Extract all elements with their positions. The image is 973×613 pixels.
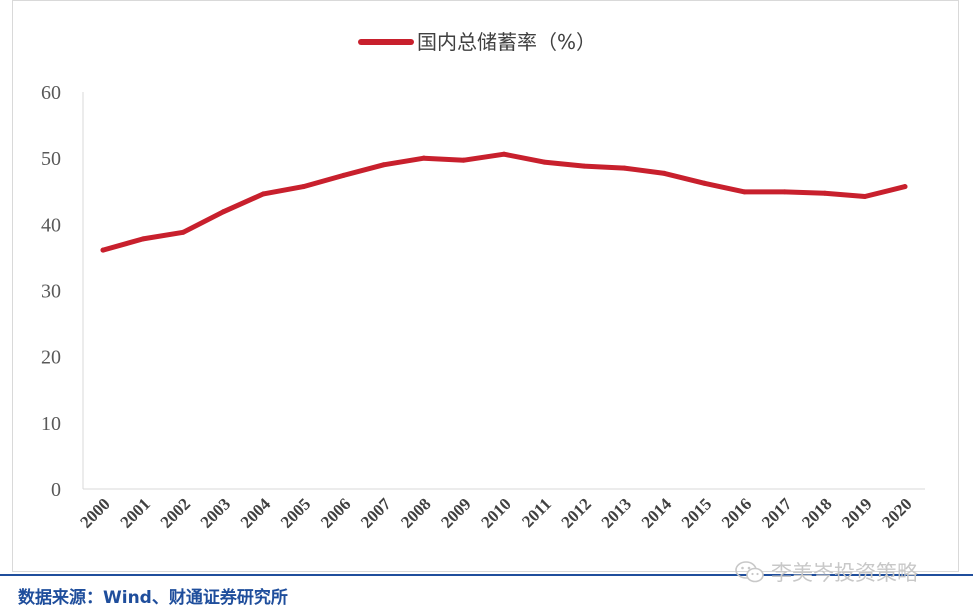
line-chart: 国内总储蓄率（%） 0 10 20 30 40 50 60 2000 2001 2002 2003… xyxy=(41,30,925,532)
y-tick-label: 50 xyxy=(41,148,61,170)
x-tick-label: 2015 xyxy=(678,494,715,531)
data-point xyxy=(581,163,587,169)
y-tick-label: 40 xyxy=(41,214,61,236)
x-tick-label: 2006 xyxy=(317,494,354,531)
y-tick-label: 10 xyxy=(41,413,61,435)
x-tick-label: 2020 xyxy=(878,494,915,531)
source-note: 数据来源：Wind、财通证券研究所 xyxy=(18,588,288,608)
series-layer xyxy=(100,151,908,253)
legend-label: 国内总储蓄率（%） xyxy=(417,30,596,54)
source-divider xyxy=(0,574,973,576)
watermark: 李美岑投资策略 xyxy=(735,558,918,586)
data-point xyxy=(701,180,707,186)
data-point xyxy=(421,155,427,161)
x-tick-label: 2017 xyxy=(758,494,796,532)
x-tick-label: 2001 xyxy=(116,494,153,531)
data-point xyxy=(100,247,106,253)
x-tick-label: 2009 xyxy=(437,494,474,531)
data-point xyxy=(822,190,828,196)
data-point xyxy=(381,162,387,168)
data-point xyxy=(461,157,467,163)
series-line xyxy=(100,151,908,253)
data-point xyxy=(260,191,266,197)
x-tick-label: 2003 xyxy=(197,494,234,531)
x-tick-label: 2000 xyxy=(76,494,113,531)
x-tick-label: 2018 xyxy=(798,494,835,531)
data-point xyxy=(501,151,507,157)
x-tick-label: 2005 xyxy=(277,494,314,531)
x-tick-label: 2019 xyxy=(838,494,875,531)
x-tick-label: 2016 xyxy=(718,494,755,531)
x-tick-label: 2014 xyxy=(638,494,676,532)
data-point xyxy=(621,165,627,171)
x-tick-label: 2004 xyxy=(237,494,275,532)
x-tick-label: 2011 xyxy=(518,494,555,531)
x-tick-label: 2002 xyxy=(157,494,194,531)
y-tick-label: 0 xyxy=(51,479,61,501)
data-point xyxy=(902,184,908,190)
data-point xyxy=(220,209,226,215)
x-tick-label: 2012 xyxy=(558,494,595,531)
data-point xyxy=(742,189,748,195)
x-tick-label: 2007 xyxy=(357,494,395,532)
y-tick-label: 30 xyxy=(41,281,61,303)
data-point xyxy=(301,184,307,190)
watermark-text: 李美岑投资策略 xyxy=(771,561,918,585)
y-tick-labels: 0 10 20 30 40 50 60 xyxy=(41,82,61,501)
wechat-icon xyxy=(735,561,764,583)
y-tick-label: 60 xyxy=(41,82,61,104)
data-point xyxy=(541,159,547,165)
x-tick-labels: 2000 2001 2002 2003 2004 2005 2006 2007 2008 2009… xyxy=(76,494,915,532)
x-tick-label: 2013 xyxy=(598,494,635,531)
chart-area: 国内总储蓄率（%） 0 10 20 30 40 50 60 2000 2001 2002 2003… xyxy=(12,0,959,572)
data-point xyxy=(341,172,347,178)
data-point xyxy=(140,236,146,242)
x-tick-label: 2010 xyxy=(477,494,514,531)
data-point xyxy=(661,170,667,176)
data-point xyxy=(782,189,788,195)
data-point xyxy=(862,194,868,200)
y-tick-label: 20 xyxy=(41,347,61,369)
data-point xyxy=(180,229,186,235)
legend: 国内总储蓄率（%） xyxy=(358,30,596,54)
x-tick-label: 2008 xyxy=(397,494,434,531)
